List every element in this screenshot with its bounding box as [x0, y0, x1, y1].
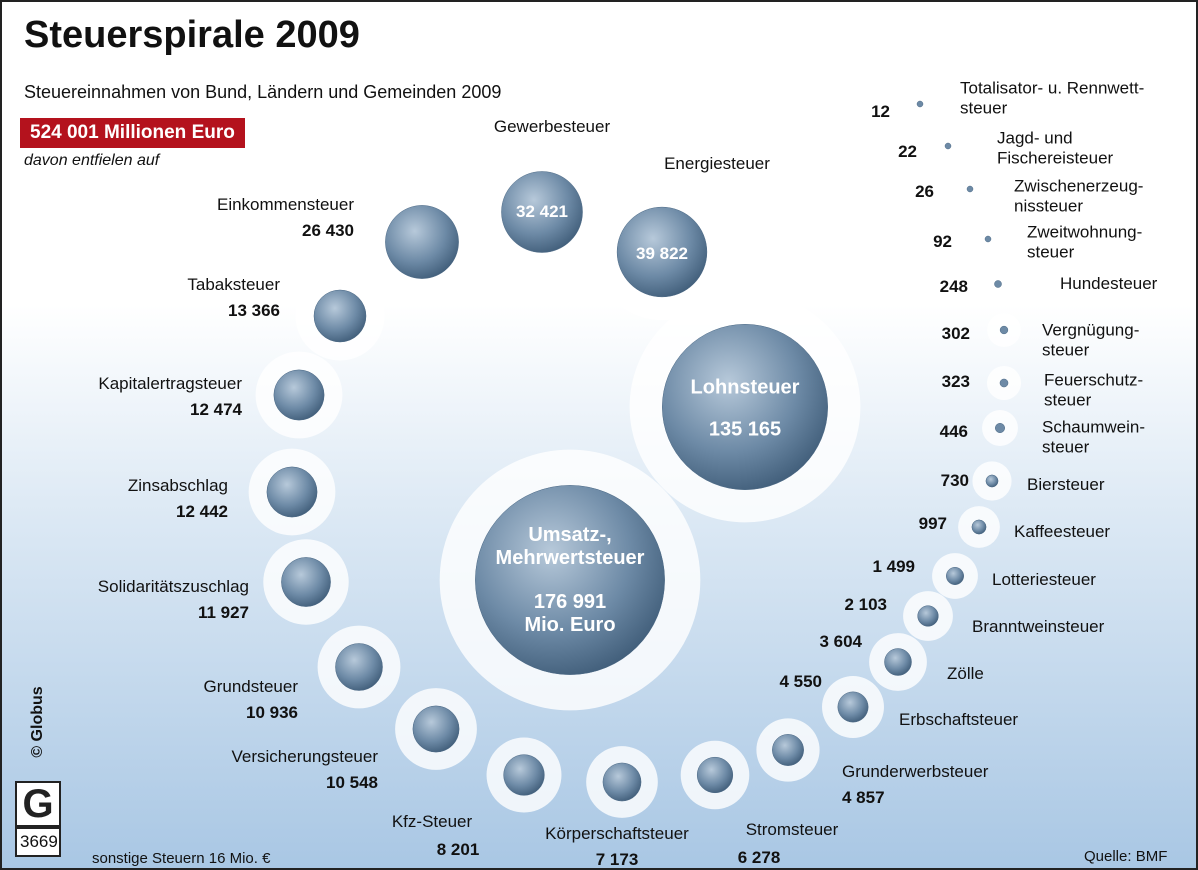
category-label: Jagd- und Fischereisteuer	[997, 128, 1113, 167]
bubble	[335, 643, 382, 690]
category-label: Stromsteuer	[746, 820, 839, 840]
value-label: 26 430	[302, 221, 354, 241]
bubble	[274, 370, 324, 420]
category-label: Totalisator- u. Rennwett- steuer	[960, 78, 1144, 117]
bubble	[697, 757, 733, 793]
value-label: 176 991 Mio. Euro	[524, 591, 615, 637]
value-label: 730	[941, 471, 969, 491]
category-label: Vergnügung- steuer	[1042, 320, 1139, 359]
category-label: Grundsteuer	[204, 677, 299, 697]
value-label: 4 857	[842, 788, 885, 808]
total: 524 001 Millionen Euro	[20, 118, 245, 148]
bubble	[1000, 379, 1008, 387]
category-label: Versicherungsteuer	[232, 747, 378, 767]
intro: davon entfielen auf	[24, 152, 159, 170]
logo-glyph: G	[22, 782, 53, 826]
graphic-number: 3669	[20, 832, 58, 852]
value-label: 302	[942, 324, 970, 344]
value-label: 997	[919, 514, 947, 534]
value-label: 92	[933, 232, 952, 252]
value-label: 10 548	[326, 773, 378, 793]
value-label: 22	[898, 142, 917, 162]
bubble	[314, 290, 366, 342]
value-label: 248	[940, 277, 968, 297]
category-label: Lotteriesteuer	[992, 570, 1096, 590]
bubble	[972, 520, 986, 534]
source: Quelle: BMF	[1084, 848, 1167, 865]
value-label: 12 474	[190, 400, 242, 420]
infographic: G Steuerspirale 2009 Steuereinnahmen von…	[0, 0, 1198, 870]
value-label: 11 927	[198, 603, 249, 623]
value-label: 1 499	[872, 557, 915, 577]
bubble	[918, 606, 939, 627]
category-label: Solidaritätszuschlag	[98, 577, 249, 597]
value-label: 6 278	[738, 848, 781, 868]
category-label: Biersteuer	[1027, 475, 1104, 495]
value-label: 8 201	[437, 840, 480, 860]
bubble	[603, 763, 641, 801]
bubble	[772, 734, 803, 765]
bubble	[475, 485, 664, 674]
category-label: Kapitalertragsteuer	[98, 374, 242, 394]
category-label: Gewerbesteuer	[494, 117, 610, 137]
value-label: 323	[942, 372, 970, 392]
value-label: 446	[940, 422, 968, 442]
value-label: 4 550	[779, 672, 822, 692]
credit: © Globus	[29, 686, 47, 757]
value-label: 3 604	[819, 632, 862, 652]
category-label: Einkommensteuer	[217, 195, 354, 215]
category-label: Schaumwein- steuer	[1042, 417, 1145, 456]
bubble	[986, 475, 998, 487]
category-label: Hundesteuer	[1060, 274, 1157, 294]
value-label: 13 366	[228, 301, 280, 321]
bubble	[946, 567, 963, 584]
bubble	[945, 143, 951, 149]
category-label: Feuerschutz- steuer	[1044, 370, 1143, 409]
category-label: Kaffeesteuer	[1014, 522, 1110, 542]
category-label: Zölle	[947, 664, 984, 684]
category-label: Kfz-Steuer	[392, 812, 472, 832]
value-label: 2 103	[844, 595, 887, 615]
value-label: 32 421	[516, 202, 568, 222]
value-label: 12	[871, 102, 890, 122]
bubble	[1000, 326, 1008, 334]
value-label: 26	[915, 182, 934, 202]
value-label: 7 173	[596, 850, 639, 870]
bubble	[385, 205, 458, 278]
category-label: Umsatz-, Mehrwertsteuer	[496, 524, 645, 570]
bubble	[281, 557, 330, 606]
category-label: Lohnsteuer	[691, 377, 800, 400]
category-label: Zinsabschlag	[128, 476, 228, 496]
bubble	[504, 755, 545, 796]
category-label: Tabaksteuer	[187, 275, 280, 295]
bubble	[267, 467, 317, 517]
bubble	[662, 324, 827, 489]
value-label: 12 442	[176, 502, 228, 522]
bubble	[985, 236, 991, 242]
category-label: Energiesteuer	[664, 154, 770, 174]
category-label: Körperschaftsteuer	[545, 824, 689, 844]
bubble	[838, 692, 868, 722]
note: sonstige Steuern 16 Mio. €	[92, 850, 270, 867]
bubble	[413, 706, 459, 752]
category-label: Erbschaftsteuer	[899, 710, 1018, 730]
category-label: Grunderwerbsteuer	[842, 762, 988, 782]
value-label: 39 822	[636, 244, 688, 264]
category-label: Zweitwohnung- steuer	[1027, 222, 1142, 261]
value-label: 10 936	[246, 703, 298, 723]
title: Steuerspirale 2009	[24, 14, 360, 58]
subtitle: Steuereinnahmen von Bund, Ländern und Ge…	[24, 82, 501, 103]
bubble	[967, 186, 973, 192]
bubble	[995, 423, 1005, 433]
bubble	[884, 648, 911, 675]
category-label: Branntweinsteuer	[972, 617, 1104, 637]
value-label: 135 165	[709, 419, 781, 442]
category-label: Zwischenerzeug- nissteuer	[1014, 176, 1143, 215]
bubble	[917, 101, 923, 107]
bubble	[994, 280, 1001, 287]
